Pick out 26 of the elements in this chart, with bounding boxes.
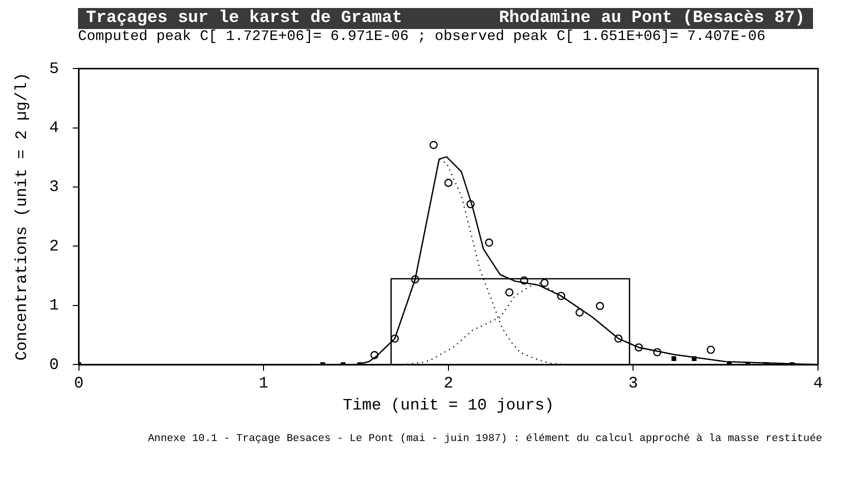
point bbox=[576, 308, 584, 317]
chart-title: Traçages sur le karst de Gramat bbox=[86, 9, 402, 28]
point bbox=[671, 356, 676, 362]
point bbox=[505, 288, 514, 296]
y-tick-label: 0 bbox=[49, 356, 59, 374]
y-tick-label: 5 bbox=[49, 60, 59, 78]
x-tick-label: 0 bbox=[74, 374, 84, 392]
y-axis-title: Concentrations (unit = 2 µg/l) bbox=[12, 72, 31, 361]
text: Annexe 10.1 - Traçage Besaces - Le Pont (mai - juin 1987) : élément du calcul approché à la masse restituée bbox=[148, 433, 824, 445]
point bbox=[444, 178, 452, 187]
point bbox=[706, 346, 715, 354]
y-tick-label: 3 bbox=[49, 178, 59, 196]
point bbox=[540, 278, 549, 288]
x-tick-label: 2 bbox=[444, 374, 454, 392]
x-tick-label: 3 bbox=[628, 374, 638, 392]
y-tick-label: 1 bbox=[49, 296, 59, 315]
x-axis-title: Time (unit = 10 jours) bbox=[342, 396, 554, 415]
point bbox=[430, 140, 438, 150]
y-tick-label: 4 bbox=[49, 119, 59, 138]
x-tick-label: 1 bbox=[258, 374, 268, 392]
chart-subtitle: Rhodamine au Pont (Besacès 87) bbox=[498, 9, 805, 28]
point bbox=[484, 238, 494, 247]
point bbox=[596, 302, 604, 310]
x-tick-label: 4 bbox=[813, 374, 823, 392]
y-tick-label: 2 bbox=[49, 237, 59, 256]
text: Computed peak C[ 1.727E+06]= 6.971E-06 ; observed peak C[ 1.651E+06]= 7.407E-06 bbox=[78, 29, 766, 45]
